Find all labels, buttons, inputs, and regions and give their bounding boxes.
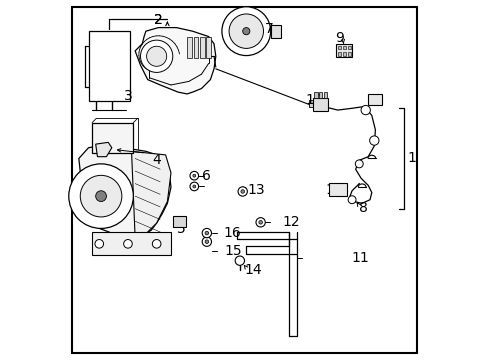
Circle shape bbox=[95, 239, 103, 248]
Circle shape bbox=[228, 14, 263, 48]
Bar bbox=[308, 100, 313, 107]
Text: 3: 3 bbox=[123, 89, 132, 103]
Bar bbox=[193, 37, 198, 58]
Circle shape bbox=[204, 240, 208, 243]
Bar bbox=[187, 37, 191, 58]
Circle shape bbox=[192, 174, 195, 177]
Circle shape bbox=[238, 187, 247, 196]
Bar bbox=[172, 216, 186, 227]
Polygon shape bbox=[79, 146, 171, 237]
Bar bbox=[348, 52, 351, 56]
Circle shape bbox=[123, 239, 132, 248]
Bar bbox=[323, 92, 326, 98]
Text: 7: 7 bbox=[264, 22, 273, 36]
Circle shape bbox=[146, 46, 166, 66]
Circle shape bbox=[355, 160, 363, 168]
Bar bbox=[319, 92, 322, 98]
Circle shape bbox=[241, 190, 244, 193]
Text: 8: 8 bbox=[358, 201, 367, 215]
Circle shape bbox=[96, 191, 106, 202]
Circle shape bbox=[347, 196, 355, 204]
Circle shape bbox=[255, 218, 265, 227]
Bar bbox=[335, 44, 351, 57]
Text: 6: 6 bbox=[202, 170, 211, 183]
Circle shape bbox=[190, 171, 198, 180]
Text: 14: 14 bbox=[244, 263, 262, 276]
Bar bbox=[337, 46, 340, 49]
Bar bbox=[206, 37, 211, 58]
Circle shape bbox=[258, 221, 262, 224]
Circle shape bbox=[69, 164, 133, 228]
Polygon shape bbox=[135, 28, 215, 94]
Text: 16: 16 bbox=[223, 226, 240, 240]
Text: 12: 12 bbox=[282, 215, 300, 229]
Circle shape bbox=[192, 185, 195, 188]
Circle shape bbox=[204, 231, 208, 235]
Circle shape bbox=[202, 228, 211, 238]
Bar bbox=[337, 52, 340, 56]
Bar bbox=[312, 98, 327, 111]
Circle shape bbox=[242, 28, 249, 35]
Circle shape bbox=[360, 105, 369, 115]
Bar bbox=[92, 232, 171, 255]
Circle shape bbox=[80, 175, 122, 217]
Text: 1: 1 bbox=[407, 152, 416, 166]
Bar bbox=[343, 52, 346, 56]
Circle shape bbox=[369, 136, 378, 145]
Bar bbox=[88, 31, 129, 101]
Bar bbox=[200, 37, 204, 58]
Text: 2: 2 bbox=[154, 13, 163, 27]
Text: 5: 5 bbox=[177, 222, 186, 237]
Text: 13: 13 bbox=[247, 183, 265, 197]
Text: 11: 11 bbox=[351, 251, 368, 265]
Circle shape bbox=[140, 40, 172, 72]
Text: 10: 10 bbox=[325, 183, 342, 197]
Bar bbox=[314, 92, 317, 98]
Bar bbox=[328, 183, 346, 197]
Bar bbox=[367, 94, 381, 105]
Bar bbox=[270, 25, 280, 38]
Polygon shape bbox=[96, 142, 112, 157]
Text: 15: 15 bbox=[224, 244, 242, 258]
Text: 9: 9 bbox=[334, 31, 343, 45]
Text: 2: 2 bbox=[154, 13, 163, 27]
Polygon shape bbox=[131, 151, 171, 237]
Circle shape bbox=[235, 256, 244, 265]
Circle shape bbox=[190, 182, 198, 191]
Bar bbox=[348, 46, 351, 49]
Bar bbox=[343, 46, 346, 49]
Text: 4: 4 bbox=[152, 153, 161, 167]
Bar bbox=[92, 123, 133, 153]
Circle shape bbox=[152, 239, 161, 248]
Circle shape bbox=[222, 7, 270, 55]
Circle shape bbox=[202, 237, 211, 246]
Text: 10: 10 bbox=[305, 93, 322, 107]
